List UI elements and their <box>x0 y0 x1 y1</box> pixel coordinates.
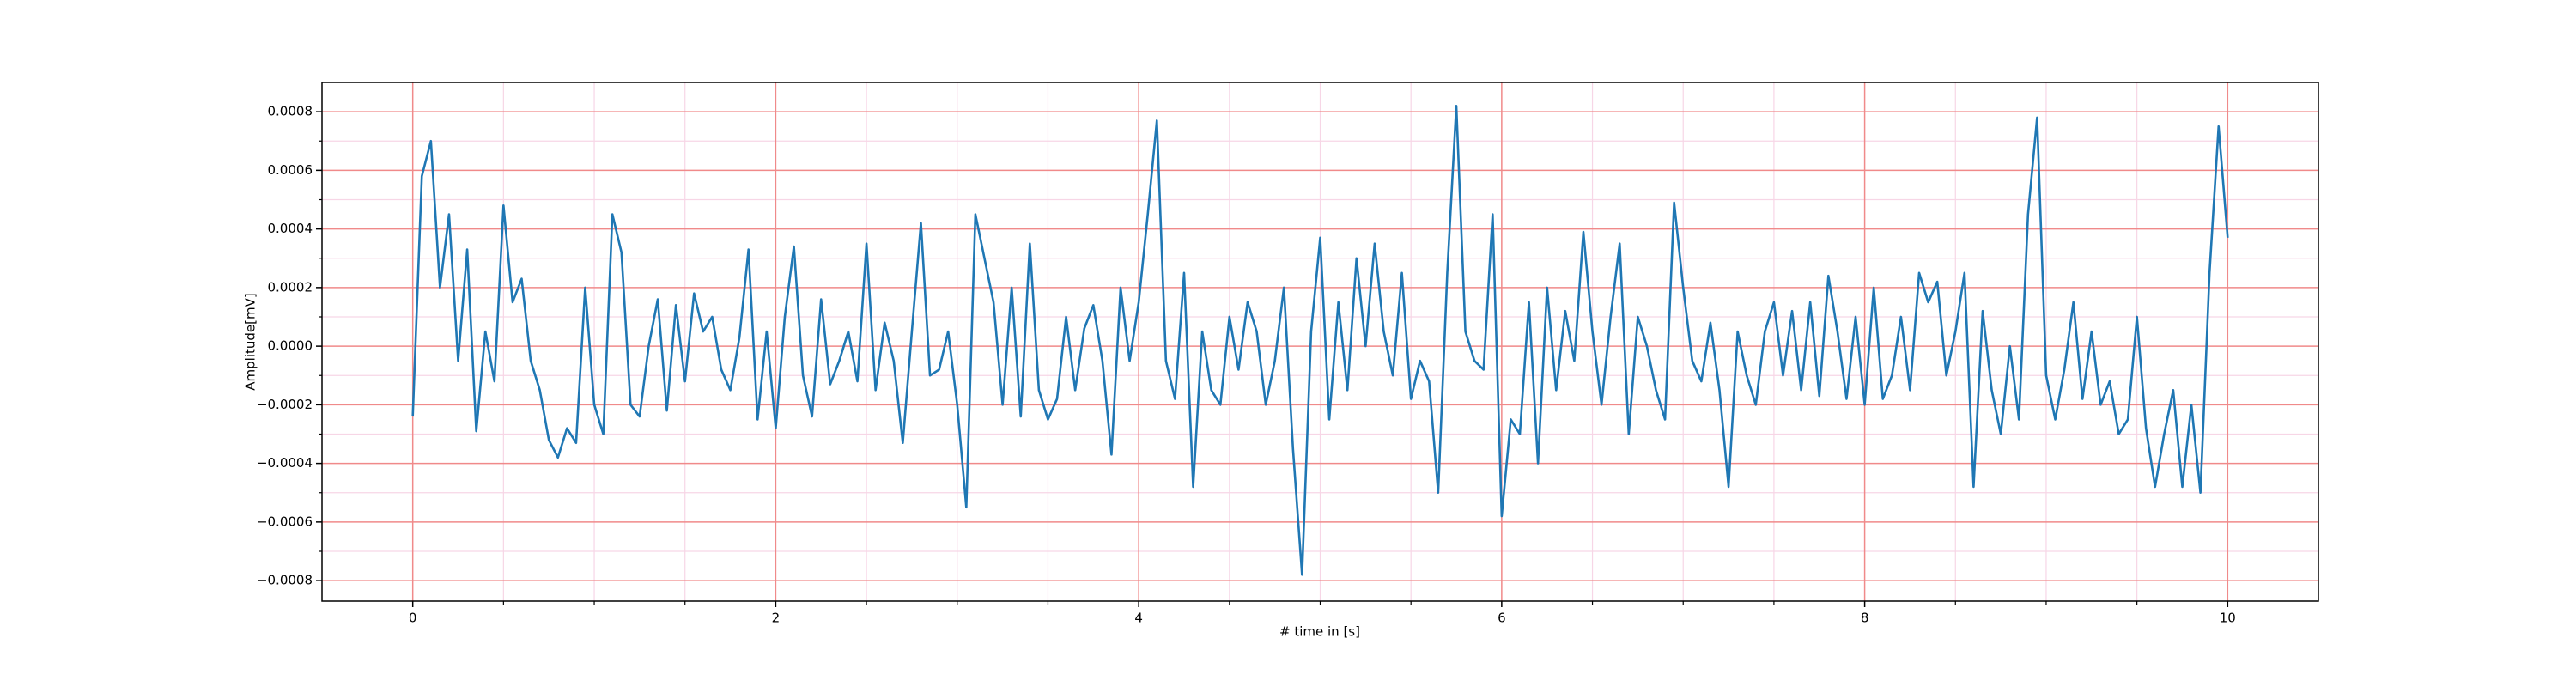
signal-line <box>411 105 2229 576</box>
plot-frame <box>321 82 2319 602</box>
y-tick-label: 0.0008 <box>268 104 313 119</box>
x-tick-label: 6 <box>1498 611 1506 626</box>
x-tick-label: 10 <box>2220 611 2236 626</box>
x-tick-label: 8 <box>1861 611 1869 626</box>
y-tick-label: −0.0006 <box>257 514 313 529</box>
y-tick-label: −0.0002 <box>257 397 313 412</box>
y-tick-label: −0.0008 <box>257 573 313 588</box>
y-tick-label: 0.0002 <box>268 279 313 295</box>
x-tick-label: 2 <box>772 611 781 626</box>
x-tick-label: 0 <box>409 611 417 626</box>
x-tick-label: 4 <box>1134 611 1143 626</box>
y-tick-label: 0.0006 <box>268 162 313 178</box>
y-tick-label: −0.0004 <box>257 455 313 471</box>
x-axis-label: # time in [s] <box>1279 624 1360 640</box>
y-tick-label: 0.0004 <box>268 221 313 236</box>
y-axis-label: Amplitude[mV] <box>243 293 258 390</box>
y-tick-label: 0.0000 <box>268 338 313 354</box>
